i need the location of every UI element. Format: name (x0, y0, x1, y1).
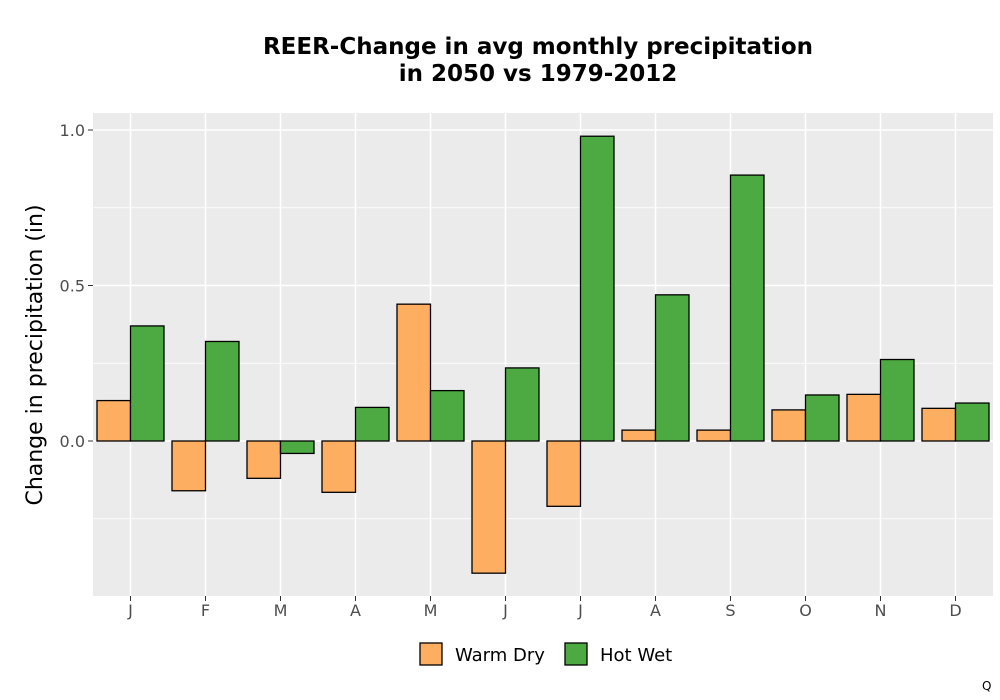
bar-hot-wet-3 (279, 440, 315, 455)
bar-warm-dry-12 (921, 407, 957, 442)
x-tick-label: J (502, 601, 508, 620)
x-tick-label: A (650, 601, 661, 620)
bar-hot-wet-11 (879, 358, 915, 442)
bar-warm-dry-7 (546, 440, 582, 507)
legend-label-warm-dry: Warm Dry (455, 645, 545, 666)
y-tick-label: 1.0 (60, 121, 85, 140)
bars (96, 135, 990, 574)
legend-label-hot-wet: Hot Wet (600, 645, 672, 666)
x-tick-label: A (350, 601, 361, 620)
corner-mark: Q (982, 679, 991, 693)
bar-hot-wet-7 (579, 135, 615, 442)
x-tick-label: O (799, 601, 812, 620)
bar-hot-wet-5 (429, 389, 465, 442)
bar-hot-wet-2 (204, 340, 240, 442)
bar-warm-dry-9 (696, 429, 732, 442)
bar-hot-wet-10 (804, 394, 840, 442)
x-tick-label: J (127, 601, 133, 620)
legend-key-hot-wet (564, 642, 588, 666)
bar-hot-wet-8 (654, 294, 690, 442)
bar-warm-dry-1 (96, 399, 132, 442)
bar-warm-dry-5 (396, 303, 432, 442)
bar-hot-wet-4 (354, 406, 390, 442)
x-tick-label: N (875, 601, 887, 620)
x-tick-label: M (424, 601, 438, 620)
x-tick-label: J (577, 601, 583, 620)
bar-hot-wet-6 (504, 367, 540, 442)
bar-hot-wet-9 (729, 174, 765, 442)
bar-hot-wet-1 (129, 325, 165, 442)
bar-warm-dry-6 (471, 440, 507, 574)
y-axis: 0.0 0.5 1.0 (60, 121, 93, 451)
plot-panel (93, 113, 993, 596)
bar-warm-dry-4 (321, 440, 357, 493)
bar-warm-dry-2 (171, 440, 207, 492)
bar-warm-dry-3 (246, 440, 282, 479)
x-tick-label: S (725, 601, 735, 620)
x-tick-label: D (949, 601, 961, 620)
bar-warm-dry-8 (621, 429, 657, 442)
y-tick-label: 0.5 (60, 277, 85, 296)
y-tick-label: 0.0 (60, 432, 85, 451)
y-axis-label: Change in precipitation (in) (23, 204, 48, 505)
x-tick-label: M (274, 601, 288, 620)
chart-title-line-1: REER-Change in avg monthly precipitation (263, 34, 813, 60)
bar-warm-dry-10 (771, 409, 807, 442)
chart-title-line-2: in 2050 vs 1979-2012 (399, 61, 678, 87)
legend: Warm Dry Hot Wet (419, 642, 672, 666)
bar-hot-wet-12 (954, 402, 990, 442)
legend-key-warm-dry (419, 642, 443, 666)
x-tick-label: F (201, 601, 210, 620)
minor-gridlines (93, 207, 993, 520)
bar-warm-dry-11 (846, 393, 882, 442)
